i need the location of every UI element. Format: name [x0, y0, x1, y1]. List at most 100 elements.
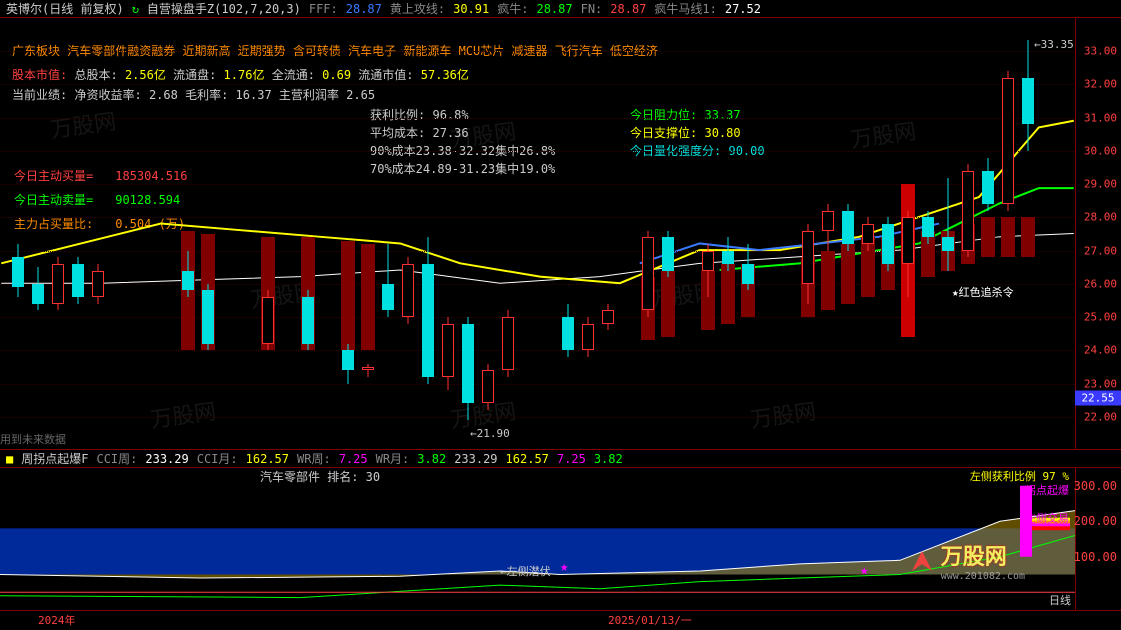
jingzi-label: 净资收益率:	[74, 88, 141, 102]
logo-text: 万股网	[941, 539, 1025, 571]
sub-ytick: 200.00	[1074, 514, 1117, 528]
candle	[422, 237, 434, 383]
chart-annotation: ★红色追杀令	[952, 284, 1014, 300]
support-value: 30.80	[704, 126, 740, 140]
ytick: 24.00	[1084, 344, 1117, 357]
ytick: 23.00	[1084, 377, 1117, 390]
turning-point-annot: ↑拐点起爆	[1018, 482, 1069, 498]
candle	[982, 158, 994, 211]
perf-label: 当前业绩:	[12, 88, 67, 102]
sub-v1: 233.29	[454, 452, 497, 466]
left-trade-annot: 左侧交易	[1025, 510, 1069, 526]
arrow-icon	[907, 546, 937, 576]
candle	[802, 224, 814, 304]
avg-cost: 27.36	[432, 126, 468, 140]
zhuying-value: 2.65	[346, 88, 375, 102]
ytick: 33.00	[1084, 45, 1117, 58]
profit-ratio: 96.8%	[432, 108, 468, 122]
candle	[12, 244, 24, 297]
candle	[822, 204, 834, 251]
ytick: 28.00	[1084, 211, 1117, 224]
ratio-value: 0.504	[115, 217, 151, 231]
resist-value: 33.37	[704, 108, 740, 122]
time-axis: 2024年2025/01/13/一	[0, 610, 1121, 628]
candle	[902, 211, 914, 297]
quanliuton-label: 全流通:	[272, 68, 315, 82]
cci-m: 162.57	[246, 452, 289, 466]
liutong-value: 1.76亿	[224, 68, 265, 82]
fff-value: 28.87	[346, 2, 382, 16]
candle	[602, 304, 614, 331]
stock-name: 英博尔(日线 前复权)	[6, 0, 124, 17]
zhuying-label: 主营利润率	[279, 88, 339, 102]
candle	[942, 178, 954, 271]
left-ambush-annot: ←左侧潜伏	[500, 563, 551, 579]
crazy-label: 疯牛:	[497, 0, 528, 17]
volume-bar	[721, 264, 735, 324]
sub-chart[interactable]: 汽车零部件 排名: 30 ★★ 左侧获利比例 97 % ↑拐点起爆 左侧交易 万…	[0, 468, 1121, 610]
refresh-icon[interactable]: ↻	[132, 2, 139, 16]
candle	[362, 364, 374, 377]
candle	[562, 304, 574, 357]
candle	[482, 364, 494, 411]
candle	[862, 217, 874, 250]
quanliuton-value: 0.69	[322, 68, 351, 82]
ytick: 26.00	[1084, 277, 1117, 290]
trade-activity: 今日主动买量= 185304.516 今日主动卖量= 90128.594 主力占…	[12, 163, 209, 237]
liutongshi-label: 流通市值:	[358, 68, 413, 82]
ytick: 32.00	[1084, 78, 1117, 91]
fn-value: 28.87	[610, 2, 646, 16]
wr-m: 3.82	[417, 452, 446, 466]
chart-annotation: ←21.90	[470, 427, 510, 440]
candle	[1022, 40, 1034, 151]
maoli-value: 16.37	[236, 88, 272, 102]
sub-ytick: 100.00	[1074, 550, 1117, 564]
ytick: 27.00	[1084, 244, 1117, 257]
candle	[52, 257, 64, 310]
candle	[922, 211, 934, 244]
candle	[702, 244, 714, 297]
cost-70: 70%成本24.89-31.23集中19.0%	[370, 160, 555, 178]
candle	[382, 244, 394, 317]
candle	[882, 217, 894, 270]
share-info: 股本市值: 总股本: 2.56亿 流通盘: 1.76亿 全流通: 0.69 流通…	[12, 66, 469, 83]
watermark-logo: 万股网 www.201082.com	[907, 539, 1025, 582]
svg-text:★: ★	[560, 559, 569, 575]
cci-m-label: CCI月:	[197, 450, 238, 467]
ytick: 31.00	[1084, 111, 1117, 124]
candle	[742, 244, 754, 291]
crazy-ma-label: 疯牛马线1:	[654, 0, 716, 17]
candle	[92, 264, 104, 304]
jingzi-value: 2.68	[149, 88, 178, 102]
candle	[642, 231, 654, 317]
performance-info: 当前业绩: 净资收益率: 2.68 毛利率: 16.37 主营利润率 2.65	[12, 86, 375, 103]
volume-bar	[841, 244, 855, 304]
sub-v3: 7.25	[557, 452, 586, 466]
time-tick: 2024年	[38, 612, 76, 628]
candle	[722, 237, 734, 270]
kline-label: 日线	[1049, 592, 1071, 608]
volume-bar	[341, 241, 355, 351]
candle	[72, 257, 84, 304]
candle	[402, 257, 414, 323]
future-data-warning: 用到未来数据	[0, 431, 66, 447]
crazy-value: 28.87	[536, 2, 572, 16]
price-y-axis: 22.0023.0024.0025.0026.0027.0028.0029.00…	[1075, 18, 1121, 449]
chart-annotation: ←33.35	[1034, 38, 1074, 51]
sector-rank: 汽车零部件 排名: 30	[260, 468, 380, 485]
candle	[502, 310, 514, 376]
wr-w-label: WR周:	[297, 450, 331, 467]
profit-ratio-label: 获利比例:	[370, 108, 425, 122]
candle	[582, 317, 594, 357]
fn-label: FN:	[581, 2, 603, 16]
volume-bar	[1021, 217, 1035, 257]
volume-bar	[661, 271, 675, 337]
square-icon: ■	[6, 452, 13, 466]
candle	[462, 317, 474, 420]
candle	[202, 284, 214, 350]
main-chart[interactable]: 万股网 万股网 万股网 万股网 万股网 万股网 万股网 万股网 广东板块 汽车零…	[0, 18, 1121, 450]
maoli-label: 毛利率:	[185, 88, 228, 102]
sub-indicator-header: ■ 周拐点起爆F CCI周: 233.29 CCI月: 162.57 WR周: …	[0, 450, 1121, 468]
wr-w: 7.25	[339, 452, 368, 466]
candle	[32, 267, 44, 310]
